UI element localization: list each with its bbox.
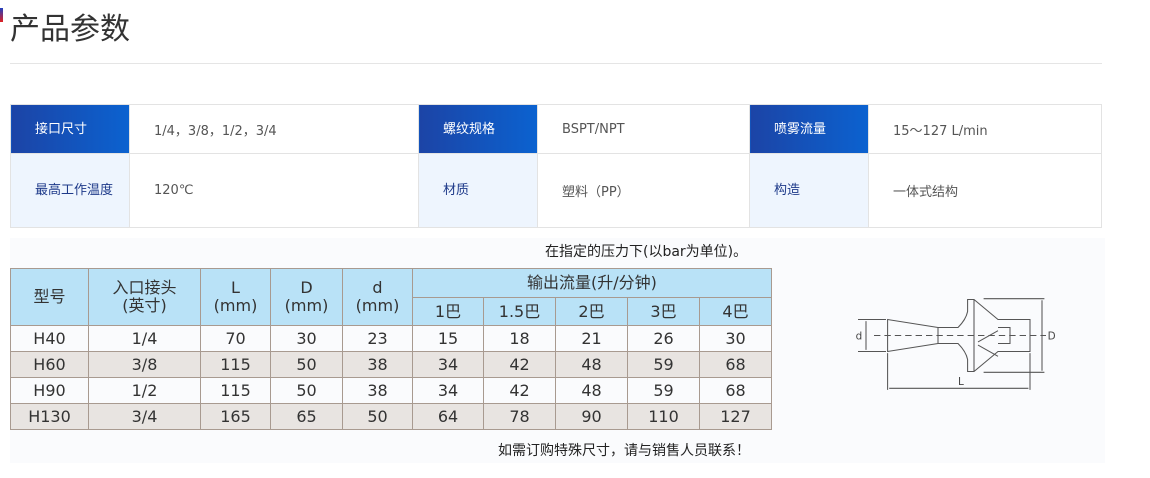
table-cell: 59: [627, 351, 700, 378]
table-cell: 18: [483, 325, 556, 352]
label-L: L: [958, 376, 964, 388]
spec-label: 接口尺寸: [10, 104, 130, 154]
table-cell: 3/8: [88, 351, 201, 378]
table-cell: 59: [627, 377, 700, 404]
table-cell: 34: [412, 377, 484, 404]
table-row: H60 3/8 115 50 38 34 42 48 59 68: [10, 351, 772, 378]
table-cell: 42: [483, 351, 556, 378]
header-d: d (mm): [342, 268, 413, 326]
table-cell: 48: [555, 377, 628, 404]
spec-value: BSPT/NPT: [537, 104, 750, 154]
table-row: H40 1/4 70 30 23 15 18 21 26 30: [10, 325, 772, 352]
table-cell: 15: [412, 325, 484, 352]
table-cell: 110: [627, 403, 700, 430]
title-marker: [0, 8, 3, 22]
table-cell: 42: [483, 377, 556, 404]
table-cell: 1/4: [88, 325, 201, 352]
table-cell: 26: [627, 325, 700, 352]
table-cell: 34: [412, 351, 484, 378]
table-cell: 48: [555, 351, 628, 378]
table-cell: 1/2: [88, 377, 201, 404]
label-d: d: [856, 331, 863, 343]
table-cell: 38: [342, 377, 413, 404]
custom-size-note: 如需订购特殊尺寸，请与销售人员联系！: [498, 443, 750, 459]
table-cell: 23: [342, 325, 413, 352]
table-cell: 38: [342, 351, 413, 378]
divider: [10, 63, 1102, 64]
spec-row: 最高工作温度 120℃ 材质 塑料（PP） 构造 一体式结构: [10, 153, 1102, 228]
label-D: D: [1048, 331, 1056, 343]
spec-value: 塑料（PP）: [537, 153, 750, 228]
spec-label: 材质: [418, 153, 538, 228]
table-cell: 70: [200, 325, 271, 352]
table-cell: 65: [270, 403, 343, 430]
table-cell: 50: [342, 403, 413, 430]
header-flow: 输出流量(升/分钟): [412, 268, 772, 298]
table-cell: 115: [200, 377, 271, 404]
table-row: H90 1/2 115 50 38 34 42 48 59 68: [10, 377, 772, 404]
header-L: L (mm): [200, 268, 271, 326]
spec-label: 喷雾流量: [749, 104, 869, 154]
table-cell: 64: [412, 403, 484, 430]
spec-label: 最高工作温度: [10, 153, 130, 228]
nozzle-dimension-drawing: d D L: [856, 298, 1056, 390]
spec-row: 接口尺寸 1/4，3/8，1/2，3/4 螺纹规格 BSPT/NPT 喷雾流量 …: [10, 104, 1102, 154]
header-pressure: 2巴: [555, 297, 628, 326]
page-title: 产品参数: [10, 12, 130, 47]
table-cell: 78: [483, 403, 556, 430]
table-cell: 68: [699, 377, 772, 404]
table-cell: H90: [10, 377, 89, 404]
spec-value: 120℃: [129, 153, 419, 228]
table-cell: 50: [270, 377, 343, 404]
spec-table: 接口尺寸 1/4，3/8，1/2，3/4 螺纹规格 BSPT/NPT 喷雾流量 …: [10, 104, 1102, 228]
header-pressure: 1巴: [412, 297, 484, 326]
table-cell: 165: [200, 403, 271, 430]
table-cell: H60: [10, 351, 89, 378]
table-cell: 21: [555, 325, 628, 352]
header-model: 型号: [10, 268, 89, 326]
table-cell: 90: [555, 403, 628, 430]
spec-value: 一体式结构: [868, 153, 1102, 228]
table-cell: 115: [200, 351, 271, 378]
pressure-note: 在指定的压力下(以bar为单位)。: [545, 244, 748, 260]
header-inlet: 入口接头 (英寸): [88, 268, 201, 326]
header-pressure: 3巴: [627, 297, 700, 326]
table-cell: H40: [10, 325, 89, 352]
table-cell: 30: [270, 325, 343, 352]
header-pressure: 4巴: [699, 297, 772, 326]
table-cell: H130: [10, 403, 89, 430]
model-table: 型号 入口接头 (英寸) L (mm) D (mm) d (mm) 输出流量(升/分钟)…: [10, 268, 772, 430]
table-cell: 50: [270, 351, 343, 378]
table-cell: 30: [699, 325, 772, 352]
spec-value: 1/4，3/8，1/2，3/4: [129, 104, 419, 154]
table-row: H130 3/4 165 65 50 64 78 90 110 127: [10, 403, 772, 430]
table-cell: 127: [699, 403, 772, 430]
spec-value: 15～127 L/min: [868, 104, 1102, 154]
header-D: D (mm): [270, 268, 343, 326]
table-cell: 3/4: [88, 403, 201, 430]
table-cell: 68: [699, 351, 772, 378]
spec-label: 螺纹规格: [418, 104, 538, 154]
header-pressure: 1.5巴: [483, 297, 556, 326]
spec-label: 构造: [749, 153, 869, 228]
